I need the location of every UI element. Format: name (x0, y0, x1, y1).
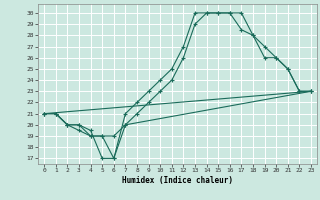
X-axis label: Humidex (Indice chaleur): Humidex (Indice chaleur) (122, 176, 233, 185)
